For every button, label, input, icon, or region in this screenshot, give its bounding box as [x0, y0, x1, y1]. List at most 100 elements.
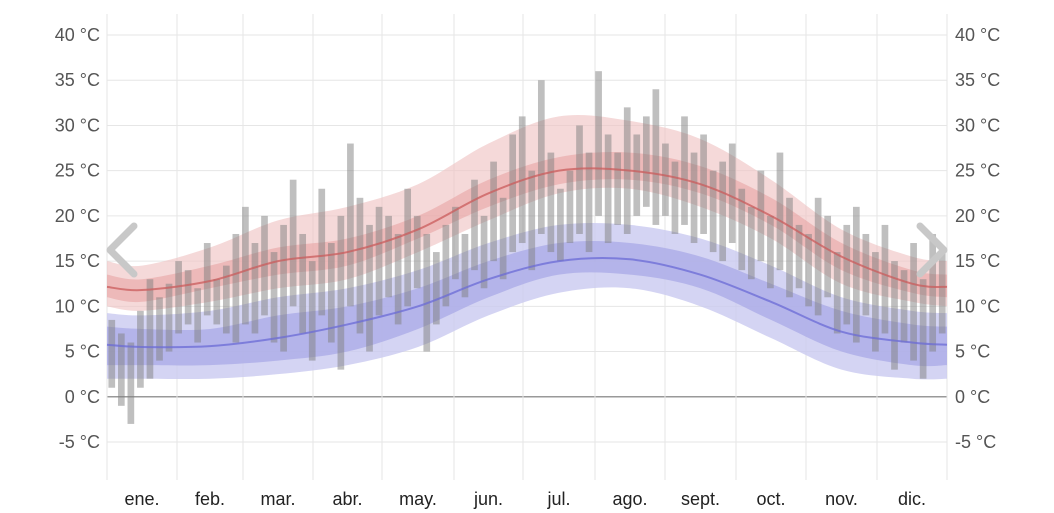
daily-range-bar: [891, 261, 898, 370]
daily-range-bar: [805, 233, 812, 307]
daily-range-bar: [366, 224, 373, 352]
y-tick-label-left: 5 °C: [65, 342, 100, 362]
daily-range-bar: [919, 279, 927, 379]
y-tick-label-left: 25 °C: [55, 161, 100, 181]
daily-range-bar: [423, 233, 431, 352]
daily-range-bar: [938, 252, 946, 334]
daily-range-bar: [881, 224, 889, 334]
daily-range-bar: [747, 206, 755, 280]
daily-range-bar: [146, 279, 154, 379]
high-band-inner: [107, 152, 947, 303]
month-label: sept.: [681, 489, 720, 509]
daily-range-bar: [786, 197, 793, 298]
y-tick-label-right: 40 °C: [955, 25, 1000, 45]
month-label: jun.: [473, 489, 503, 509]
daily-range-bar: [222, 265, 230, 334]
label-layer: -5 °C -5 °C 0 °C 0 °C 5 °C 5 °C 10 °C 10 °C 15 °…: [55, 25, 1000, 509]
daily-range-bar: [814, 197, 822, 316]
y-tick-label-right: 10 °C: [955, 296, 1000, 316]
y-tick-label-right: -5 °C: [955, 432, 996, 452]
y-tick-label-left: 0 °C: [65, 387, 100, 407]
daily-range-bar: [662, 143, 669, 216]
daily-range-bar: [452, 206, 459, 280]
y-tick-label-right: 0 °C: [955, 387, 990, 407]
daily-range-bar: [872, 252, 879, 352]
daily-range-bar: [270, 252, 278, 343]
month-label: may.: [399, 489, 437, 509]
daily-range-bar: [280, 224, 287, 352]
daily-range-bar: [509, 134, 517, 253]
y-tick-label-left: 35 °C: [55, 70, 100, 90]
daily-range-bar: [442, 224, 450, 307]
month-label: nov.: [825, 489, 858, 509]
daily-range-bar: [432, 252, 440, 325]
daily-range-bar: [137, 310, 144, 388]
daily-range-bar: [576, 125, 583, 234]
daily-range-bar: [347, 143, 354, 307]
daily-range-bar: [289, 179, 297, 307]
month-label: oct.: [756, 489, 785, 509]
daily-range-bar: [528, 170, 536, 271]
daily-range-bar: [232, 233, 240, 343]
mean-low-line: [106, 257, 948, 349]
low-band-inner: [107, 241, 947, 367]
daily-range-bar: [709, 170, 717, 253]
daily-range-bar: [127, 342, 135, 424]
daily-range-bar: [767, 215, 774, 289]
daily-range-bar: [738, 188, 746, 271]
daily-range-bar: [203, 243, 211, 316]
daily-range-bar: [862, 233, 870, 316]
daily-range-bar: [566, 170, 574, 244]
daily-range-bar: [652, 89, 660, 225]
daily-range-bar: [728, 143, 736, 244]
daily-range-bar: [318, 188, 326, 316]
daily-range-bar: [843, 224, 851, 325]
daily-range-bar: [681, 116, 688, 225]
daily-range-bar: [900, 270, 908, 343]
daily-range-bar: [719, 161, 727, 262]
daily-range-bar: [595, 71, 602, 216]
daily-range-bar: [385, 215, 392, 298]
chevron-right-icon[interactable]: [910, 222, 950, 278]
y-tick-label-left: 15 °C: [55, 251, 100, 271]
daily-range-bar: [614, 152, 622, 225]
daily-range-bar: [165, 283, 173, 352]
y-tick-label-left: 20 °C: [55, 206, 100, 226]
daily-range-bar: [156, 297, 163, 361]
daily-range-bar: [375, 206, 383, 316]
chevron-left-icon[interactable]: [104, 222, 144, 278]
month-label: ene.: [124, 489, 159, 509]
daily-range-bar: [108, 319, 116, 388]
daily-range-bar: [327, 243, 335, 343]
y-tick-label-left: 10 °C: [55, 296, 100, 316]
month-label: ago.: [612, 489, 647, 509]
daily-range-bar: [776, 152, 784, 271]
daily-range-bar: [299, 233, 307, 334]
y-tick-label-right: 15 °C: [955, 251, 1000, 271]
daily-range-bar: [547, 152, 555, 253]
daily-range-bar: [117, 333, 125, 406]
daily-range-bar: [642, 116, 650, 207]
daily-range-bar: [795, 224, 803, 289]
y-tick-label-right: 20 °C: [955, 206, 1000, 226]
daily-range-bar: [242, 206, 249, 325]
daily-range-bar: [261, 215, 268, 316]
y-tick-label-left: -5 °C: [59, 432, 100, 452]
daily-range-bar: [604, 134, 612, 244]
daily-range-bar: [929, 233, 937, 352]
daily-range-bar: [194, 288, 202, 343]
daily-range-bar: [671, 161, 679, 234]
daily-range-bar: [471, 179, 478, 271]
daily-range-bar: [251, 243, 259, 334]
month-label: dic.: [898, 489, 926, 509]
daily-range-bar: [356, 197, 364, 334]
y-tick-label-right: 5 °C: [955, 342, 990, 362]
daily-range-bar: [337, 215, 345, 370]
mean-high-line: [106, 167, 948, 292]
month-label: mar.: [260, 489, 295, 509]
y-tick-label-right: 25 °C: [955, 161, 1000, 181]
daily-range-bar: [633, 134, 641, 216]
daily-range-bar: [394, 233, 402, 325]
month-label: abr.: [332, 489, 362, 509]
